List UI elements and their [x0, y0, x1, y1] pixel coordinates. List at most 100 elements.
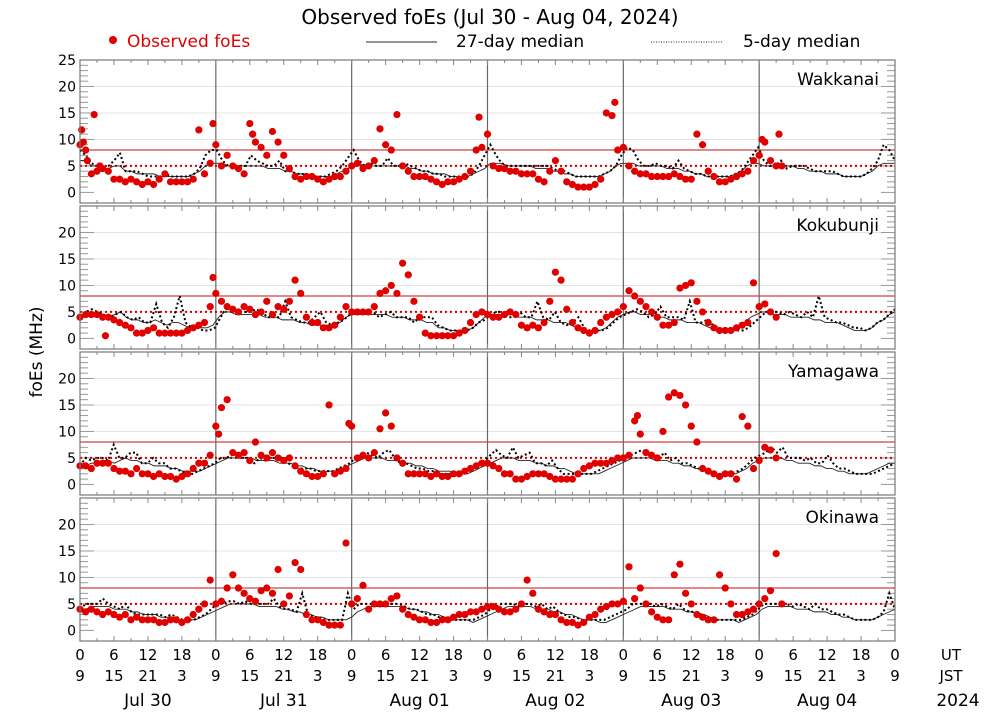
observed-point [636, 170, 644, 178]
observed-point [749, 605, 758, 613]
observed-point [698, 141, 707, 149]
observed-point [738, 413, 746, 421]
observed-point [506, 608, 514, 616]
observed-point [370, 449, 378, 457]
observed-point [681, 589, 690, 597]
observed-point [393, 454, 401, 462]
observed-point [534, 470, 543, 478]
observed-point [229, 162, 237, 170]
observed-point [653, 613, 661, 621]
observed-point [336, 313, 344, 321]
y-tick-label: 5 [67, 305, 76, 321]
observed-point [336, 467, 344, 475]
observed-point [698, 308, 707, 316]
x-tick-label-ut: 0 [890, 646, 900, 664]
observed-point [506, 308, 514, 316]
observed-point [155, 329, 163, 337]
date-label: Aug 04 [797, 691, 857, 711]
observed-point [591, 180, 599, 189]
observed-point [291, 172, 299, 181]
x-tick-label-ut: 0 [75, 646, 85, 664]
observed-point [206, 303, 214, 311]
observed-point [472, 608, 480, 616]
observed-point [155, 618, 163, 627]
observed-point [732, 172, 741, 181]
observed-point [732, 610, 741, 619]
observed-point [455, 610, 463, 619]
observed-point [478, 605, 486, 613]
observed-point [404, 271, 412, 279]
observed-point [172, 329, 180, 337]
observed-point [483, 310, 492, 319]
observed-point [749, 157, 758, 165]
observed-point [580, 326, 588, 335]
panel-frame [79, 351, 896, 496]
observed-point [585, 613, 593, 621]
x-tick-label-jst: 21 [274, 667, 293, 685]
observed-point [365, 454, 373, 462]
observed-point [223, 303, 231, 311]
observed-point [342, 303, 350, 311]
observed-point [704, 616, 712, 624]
observed-point [308, 172, 316, 181]
observed-point [698, 464, 707, 473]
observed-point [472, 310, 480, 319]
observed-point [331, 470, 339, 478]
observed-point [512, 167, 520, 175]
observed-point [223, 151, 231, 159]
station-label: Yamagawa [787, 362, 879, 382]
observed-point [342, 539, 350, 547]
x-tick-label-ut: 0 [619, 646, 629, 664]
observed-point [540, 318, 548, 327]
observed-point [681, 401, 690, 409]
observed-point [189, 324, 197, 332]
observed-point [302, 172, 310, 181]
observed-point [82, 608, 90, 616]
observed-point [427, 472, 435, 481]
observed-point [234, 451, 243, 459]
observed-point [319, 470, 327, 478]
observed-point [251, 138, 260, 146]
observed-point [297, 565, 305, 574]
observed-point [614, 600, 622, 608]
observed-point [83, 157, 91, 165]
observed-point [370, 157, 378, 165]
y-tick-label: 20 [58, 517, 76, 533]
observed-point [370, 303, 378, 311]
observed-point [246, 119, 254, 128]
observed-point [342, 167, 350, 175]
observed-point [263, 454, 271, 462]
observed-point [280, 305, 288, 313]
observed-point [110, 316, 118, 324]
observed-point [693, 610, 701, 619]
observed-point [161, 472, 169, 481]
panel-frame [79, 205, 896, 350]
observed-point [619, 303, 627, 311]
observed-point [540, 608, 548, 616]
observed-point [715, 571, 724, 579]
observed-point [297, 175, 305, 183]
observed-point [410, 470, 418, 478]
observed-point [410, 172, 418, 181]
observed-point [149, 616, 158, 624]
observed-point [444, 616, 452, 624]
observed-point [121, 610, 129, 619]
legend: Observed foEs 27-day median 5-day median [109, 32, 860, 52]
y-tick-label: 0 [67, 331, 76, 347]
observed-point [189, 464, 197, 473]
observed-point [421, 329, 429, 337]
observed-point [166, 178, 175, 186]
x-tick-label-ut: 6 [381, 646, 391, 664]
observed-point [251, 438, 260, 446]
observed-point [608, 112, 616, 120]
observed-point [353, 595, 361, 603]
observed-point [138, 616, 146, 624]
observed-point [738, 170, 746, 178]
x-tick-label-jst: 21 [682, 667, 701, 685]
observed-point [285, 454, 294, 462]
observed-point [331, 621, 339, 629]
observed-point [155, 470, 163, 478]
observed-point [249, 130, 257, 138]
observed-point [195, 126, 203, 134]
observed-point [319, 324, 327, 332]
